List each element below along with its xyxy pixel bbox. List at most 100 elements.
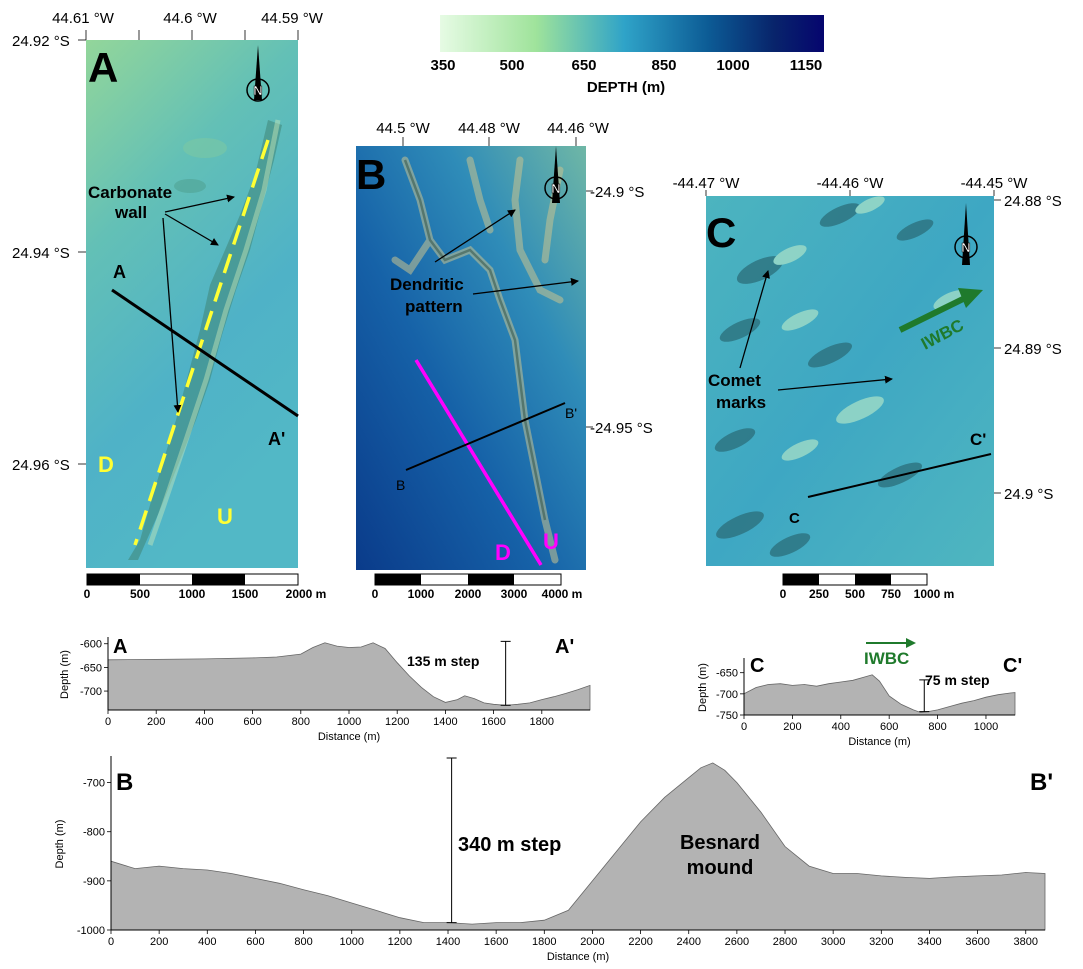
step-label: 75 m step [925, 672, 990, 688]
longitude-ticks [402, 137, 577, 146]
x-tick-label: 1000 [339, 936, 363, 948]
profile-line-b [405, 402, 566, 471]
annotation-label: Carbonate [88, 183, 172, 202]
lon-tick-label: 44.59 °W [261, 10, 324, 27]
annotation-label: wall [114, 203, 147, 222]
panel-letter: C [706, 209, 736, 256]
x-tick-label: 400 [195, 716, 213, 728]
scale-label: 0 [780, 587, 787, 601]
lon-tick-label: -44.45 °W [961, 175, 1029, 192]
downthrown-label: D [495, 540, 511, 565]
scale-bar: 0 1000 2000 3000 4000 m [372, 573, 583, 601]
annotation-label: pattern [405, 297, 463, 316]
profile-chart-b: 0 200 400 600 800 1000 1200 1400 1600 1800 2000 220… [54, 756, 1046, 963]
lat-tick-label: 24.94 °S [12, 245, 70, 262]
annotation-arrow [162, 217, 182, 413]
upthrown-label: U [217, 504, 233, 529]
colorbar-tick: 850 [651, 57, 676, 74]
profile-area [743, 674, 1016, 716]
y-tick-label: -1000 [77, 925, 105, 937]
annotation-label: Comet [708, 371, 761, 390]
x-tick-label: 400 [832, 721, 850, 733]
lat-tick-label: 24.89 °S [1004, 341, 1062, 358]
profile-start-label: C [789, 510, 800, 527]
x-tick-label: 2800 [773, 936, 797, 948]
scale-label: 500 [130, 587, 150, 601]
colorbar-label: DEPTH (m) [587, 79, 665, 96]
scale-label: 4000 m [542, 587, 583, 601]
annotation-arrow [739, 270, 770, 369]
profile-start-label: B [396, 477, 405, 493]
longitude-ticks [85, 30, 299, 40]
scale-label: 250 [809, 587, 829, 601]
x-axis-label: Distance (m) [318, 731, 380, 743]
lat-tick-label: 24.9 °S [1004, 486, 1053, 503]
colorbar-tick: 350 [430, 57, 455, 74]
latitude-ticks [586, 190, 593, 428]
x-tick-label: 1800 [530, 716, 554, 728]
mound-label: mound [687, 857, 754, 879]
x-tick-label: 1400 [436, 936, 460, 948]
profile-line-b-magenta [414, 359, 543, 566]
y-tick-label: -750 [716, 710, 738, 722]
scale-label: 1000 [179, 587, 206, 601]
north-arrow-icon: N [954, 203, 978, 265]
profile-start-label: C [750, 655, 764, 677]
profile-start-label: B [116, 769, 133, 796]
map-panel-a: 44.61 °W 44.6 °W 44.59 °W 24.92 °S 24.94… [12, 10, 326, 601]
y-axis-label: Depth (m) [697, 663, 709, 712]
annotation-arrow [164, 213, 219, 246]
x-tick-label: 2600 [725, 936, 749, 948]
annotation-label: marks [716, 393, 766, 412]
y-tick-label: -650 [80, 662, 102, 674]
profile-end-label: C' [1003, 655, 1022, 677]
x-tick-label: 200 [150, 936, 168, 948]
north-arrow-icon: N [544, 146, 568, 203]
scale-label: 2000 m [286, 587, 327, 601]
annotation-arrow [434, 209, 516, 263]
profile-start-label: A [113, 636, 127, 658]
map-panel-b: 44.5 °W 44.48 °W 44.46 °W -24.9 °S -24.9… [356, 120, 653, 601]
lon-tick-label: 44.48 °W [458, 120, 521, 137]
lon-tick-label: -44.46 °W [817, 175, 885, 192]
profile-end-label: A' [555, 636, 574, 658]
latitude-ticks [994, 199, 1001, 494]
profile-chart-c: 0 200 400 600 800 1000 -650 -700 -750 Distance (m… [697, 658, 1016, 748]
mound-label: Besnard [680, 832, 760, 854]
annotation-arrow [472, 277, 579, 295]
profile-end-label: A' [268, 429, 285, 449]
x-tick-label: 1200 [388, 936, 412, 948]
x-tick-label: 200 [783, 721, 801, 733]
lat-tick-label: -24.95 °S [590, 420, 653, 437]
x-tick-label: 1000 [337, 716, 361, 728]
x-tick-label: 600 [880, 721, 898, 733]
lon-tick-label: 44.6 °W [163, 10, 217, 27]
north-arrow-icon: N [246, 45, 270, 102]
upthrown-label: U [543, 529, 559, 554]
profile-area [110, 762, 1046, 931]
lat-tick-label: 24.92 °S [12, 33, 70, 50]
x-axis-label: Distance (m) [547, 951, 609, 963]
x-tick-label: 2400 [676, 936, 700, 948]
x-tick-label: 3800 [1014, 936, 1038, 948]
x-tick-label: 1600 [484, 936, 508, 948]
x-tick-label: 0 [105, 716, 111, 728]
panel-letter: B [356, 151, 386, 198]
x-tick-label: 1600 [481, 716, 505, 728]
x-tick-label: 1400 [433, 716, 457, 728]
y-tick-label: -600 [80, 639, 102, 651]
scale-label: 0 [84, 587, 91, 601]
scale-label: 1000 [408, 587, 435, 601]
x-tick-label: 2200 [628, 936, 652, 948]
current-label: IWBC [864, 649, 909, 668]
lat-tick-label: -24.9 °S [590, 184, 644, 201]
profile-end-label: B' [1030, 769, 1053, 796]
profile-end-label: C' [970, 430, 986, 449]
scale-label: 3000 [501, 587, 528, 601]
x-axis-label: Distance (m) [848, 736, 910, 748]
x-tick-label: 1000 [974, 721, 998, 733]
current-arrow-icon [866, 638, 916, 648]
x-tick-label: 3400 [917, 936, 941, 948]
profile-start-label: A [113, 262, 126, 282]
y-tick-label: -900 [83, 876, 105, 888]
